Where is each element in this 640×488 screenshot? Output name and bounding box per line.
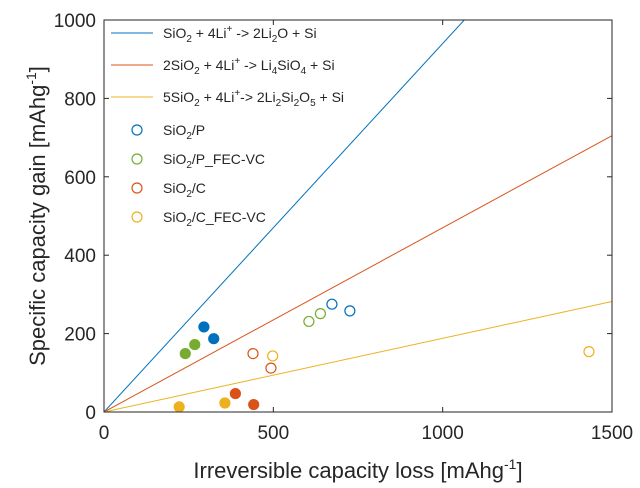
- point-open-sio2-c-1: [247, 347, 259, 360]
- x-tick-label: 1000: [422, 423, 464, 444]
- legend-label-sio2-c-fec-vc: SiO2/C_FEC-VC: [163, 209, 266, 229]
- y-tick-label: 400: [64, 246, 96, 267]
- y-tick-label: 1000: [54, 11, 96, 32]
- point-filled-sio2-p-2: [208, 333, 220, 345]
- y-axis-label: Specific capacity gain [mAhg-1]: [23, 66, 50, 366]
- point-open-sio2-c-fec-vc-2: [583, 346, 595, 358]
- point-open-sio2-p-fec-vc-2: [314, 308, 327, 320]
- point-filled-sio2-c-fec-vc-2: [219, 397, 231, 409]
- legend-label-sio2-p: SiO2/P: [163, 122, 205, 142]
- legend-label-line-3: 5SiO2 + 4Li+-> 2Li2Si2O5 + Si: [163, 88, 344, 109]
- legend: SiO2 + 4Li+ -> 2Li2O + Si 2SiO2 + 4Li+ ->…: [111, 24, 344, 229]
- legend-label-sio2-p-fec-vc: SiO2/P_FEC-VC: [163, 151, 265, 171]
- point-filled-sio2-p-1: [198, 321, 210, 333]
- point-open-sio2-p-1: [326, 298, 338, 310]
- y-tick-label: 200: [64, 325, 96, 346]
- legend-label-line-1: SiO2 + 4Li+ -> 2Li2O + Si: [163, 24, 317, 45]
- y-tick-label: 0: [85, 403, 96, 424]
- y-tick-label: 600: [64, 168, 96, 189]
- reaction-line-3: [104, 300, 612, 412]
- legend-marker-swatch: [131, 124, 143, 136]
- x-tick-label: 500: [257, 423, 289, 444]
- reaction-line-1: [104, 20, 465, 412]
- legend-marker-swatch: [131, 211, 143, 223]
- plot-background: [104, 20, 612, 412]
- y-tick-label: 800: [64, 89, 96, 110]
- plot-frame: [103, 19, 613, 413]
- point-open-sio2-p-2: [344, 305, 356, 317]
- point-open-sio2-c-fec-vc-1: [267, 350, 279, 362]
- legend-marker-swatch: [131, 153, 143, 165]
- reaction-lines: [104, 20, 612, 412]
- point-open-sio2-c-2: [265, 362, 277, 374]
- x-tick-label: 0: [99, 423, 110, 444]
- x-axis-label: Irreversible capacity loss [mAhg-1]: [193, 456, 522, 483]
- point-filled-sio2-c-1: [229, 387, 242, 400]
- x-tick-label: 1500: [591, 423, 633, 444]
- legend-label-sio2-c: SiO2/C: [163, 180, 206, 200]
- point-filled-sio2-c-fec-vc-1: [173, 401, 185, 413]
- axis-ticks: 0 500 1000 1500 0 200 400 600 800 1000: [54, 11, 633, 444]
- data-points: [173, 298, 595, 413]
- reaction-line-2: [104, 135, 612, 412]
- point-open-sio2-p-fec-vc-1: [303, 315, 315, 328]
- point-filled-sio2-p-fec-vc-1: [179, 347, 191, 360]
- point-filled-sio2-p-fec-vc-2: [189, 338, 201, 351]
- legend-label-line-2: 2SiO2 + 4Li+ -> Li4SiO4 + Si: [163, 56, 335, 77]
- point-filled-sio2-c-2: [248, 398, 260, 411]
- legend-marker-swatch: [131, 182, 143, 194]
